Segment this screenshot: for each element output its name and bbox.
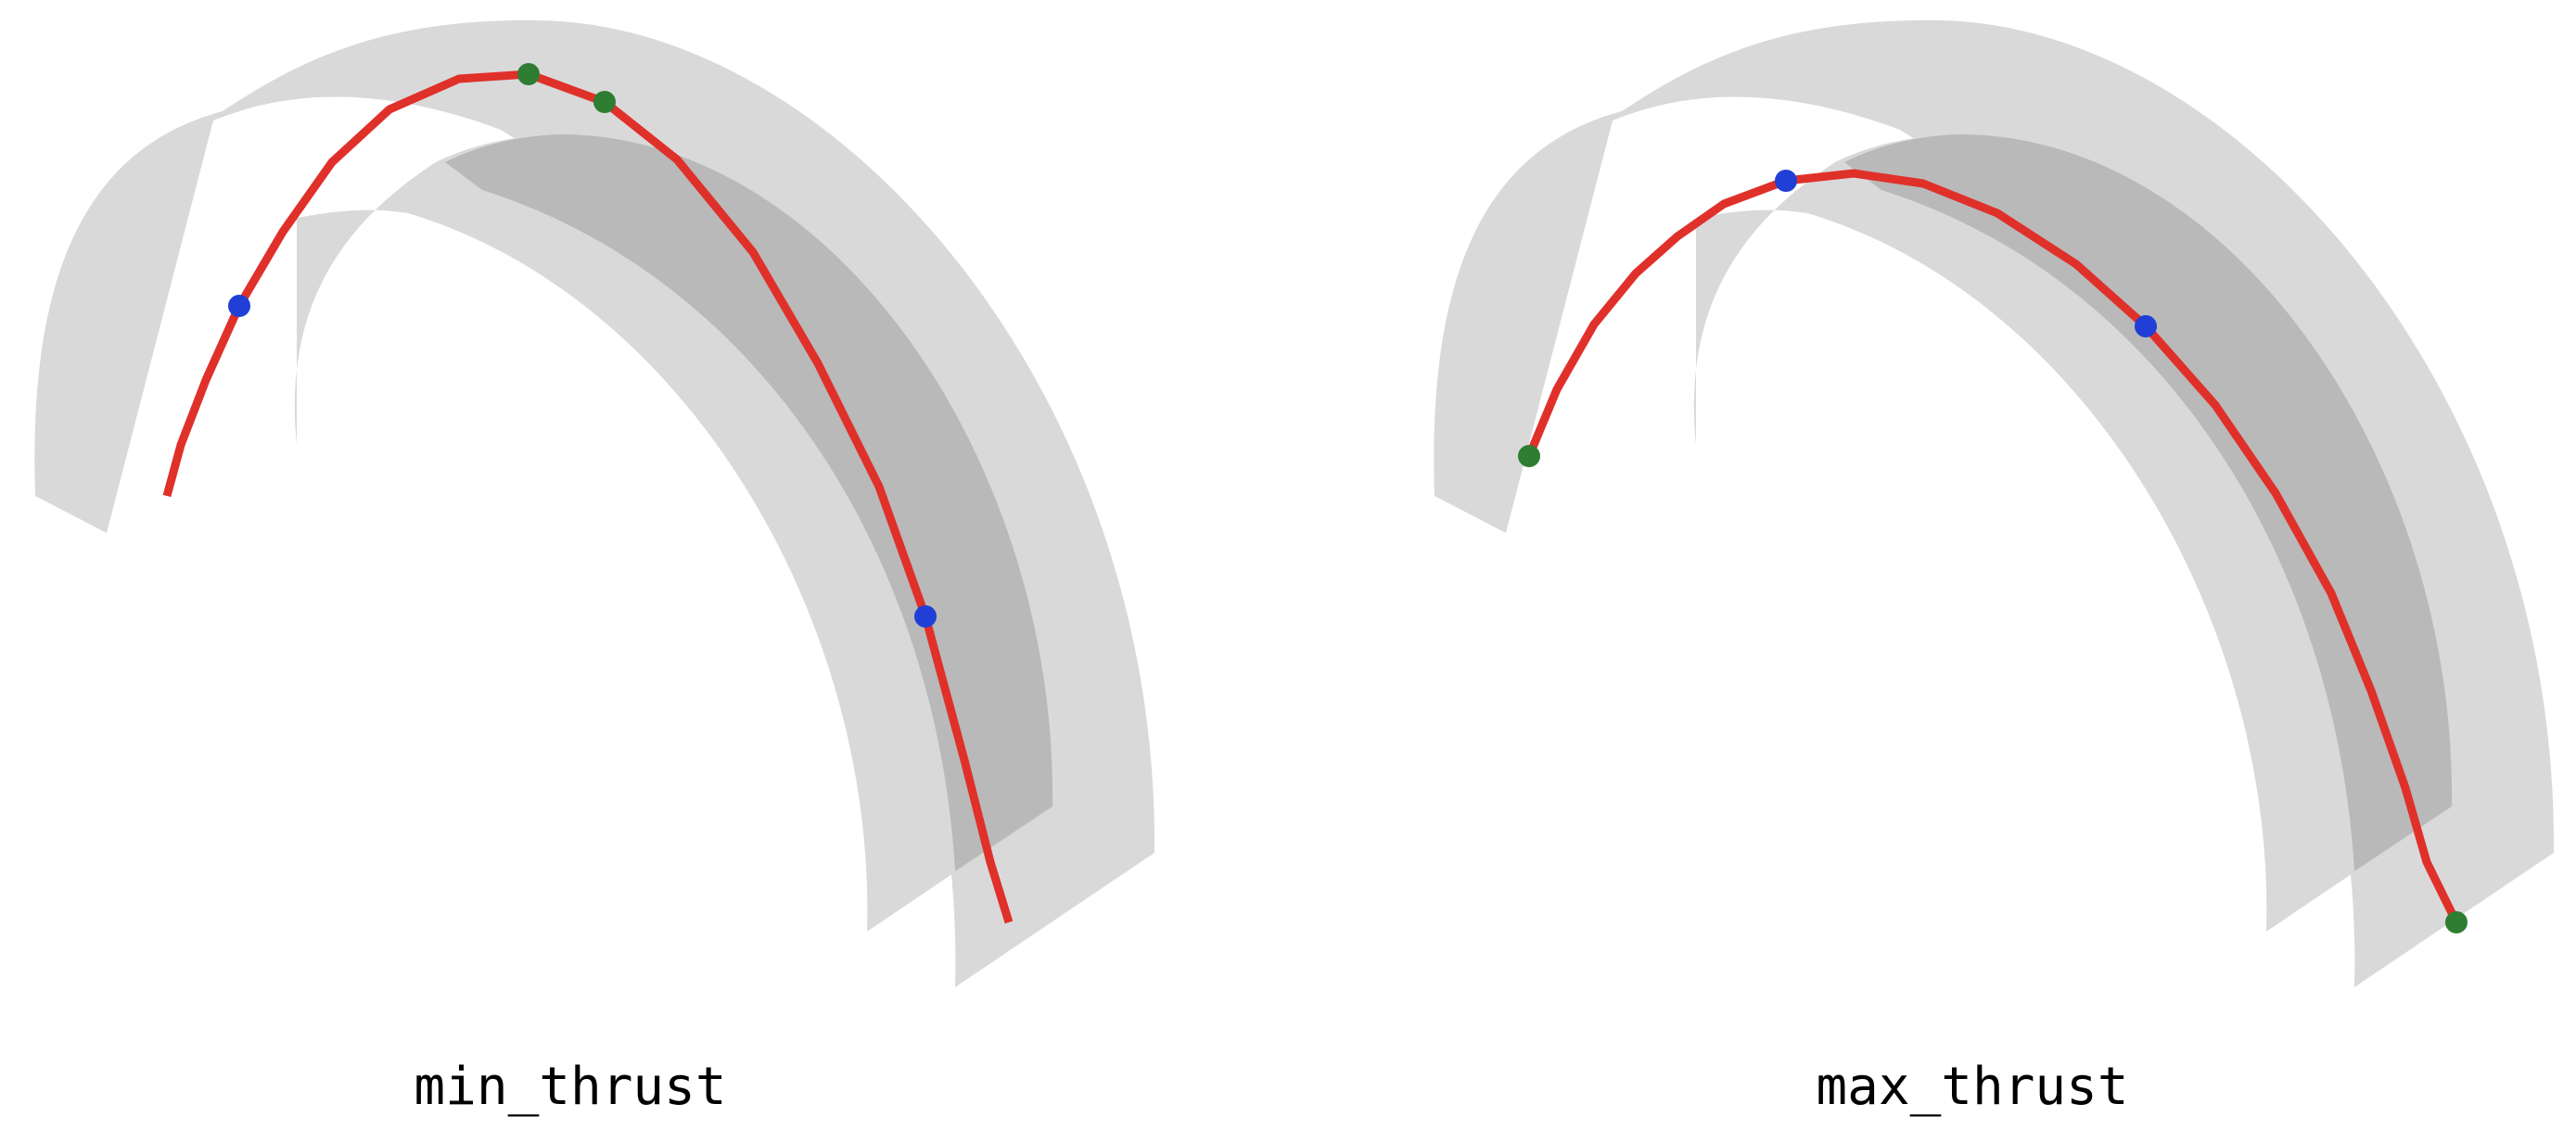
waypoint-blue [1775, 170, 1797, 192]
waypoint-green [517, 63, 540, 85]
panel-title: min_thrust [414, 1057, 727, 1117]
waypoint-green [1518, 445, 1540, 467]
trajectory-line [162, 70, 1014, 924]
back-arch-surface [34, 19, 1155, 988]
arch-gap [250, 116, 427, 236]
waypoint-green [593, 91, 616, 113]
back-arch-surface [1434, 19, 2555, 988]
waypoint-blue [228, 295, 250, 317]
scene-3d-min-thrust [34, 19, 1155, 988]
waypoint-blue [2135, 315, 2157, 337]
waypoint-green [2445, 911, 2468, 933]
panel-min-thrust: min_thrust [34, 19, 1155, 1117]
scene-3d-max-thrust [1434, 19, 2555, 988]
panel-max-thrust: max_thrust [1288, 0, 2576, 1142]
overlap-surface [445, 134, 1053, 871]
panel-title: max_thrust [1816, 1057, 2129, 1117]
trajectory-line [1524, 169, 2461, 924]
overlap-surface [1844, 134, 2453, 871]
waypoint-blue [914, 605, 937, 628]
arch-gap [1650, 116, 1826, 236]
